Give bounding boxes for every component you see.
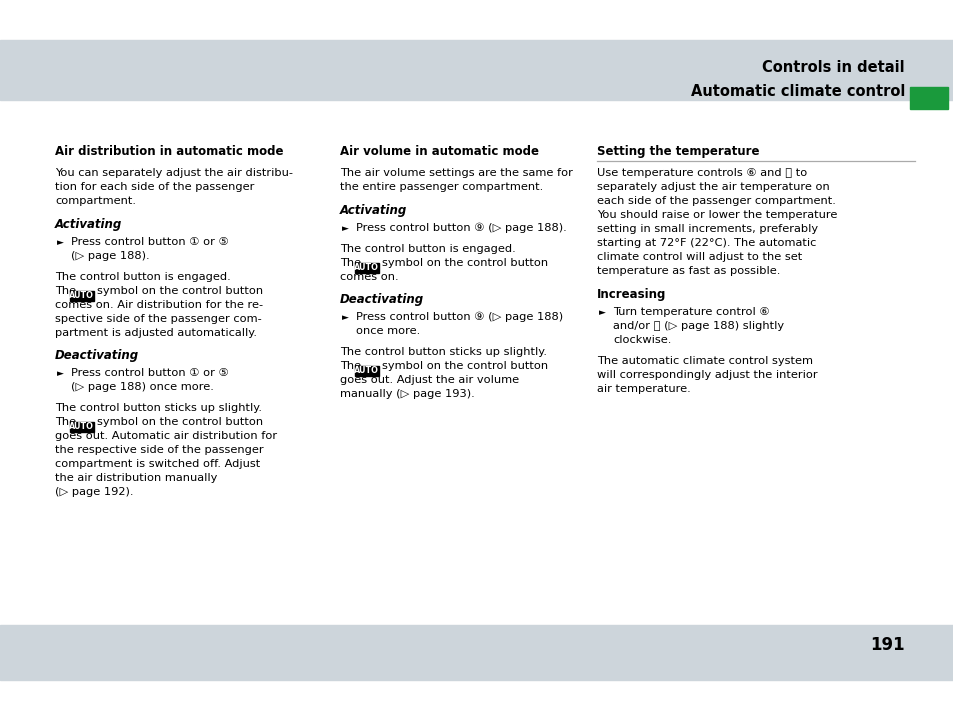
Text: ►: ► <box>57 238 64 246</box>
Text: Setting the temperature: Setting the temperature <box>597 145 759 158</box>
Text: climate control will adjust to the set: climate control will adjust to the set <box>597 252 801 262</box>
Bar <box>355 366 378 376</box>
Text: the air distribution manually: the air distribution manually <box>55 473 217 483</box>
Text: AUTO: AUTO <box>70 291 94 299</box>
Text: You can separately adjust the air distribu-: You can separately adjust the air distri… <box>55 168 293 178</box>
Text: The: The <box>55 417 80 427</box>
Text: The: The <box>55 286 80 296</box>
Bar <box>355 263 378 273</box>
Text: Controls in detail: Controls in detail <box>761 60 904 75</box>
Text: ►: ► <box>598 308 605 316</box>
Text: the entire passenger compartment.: the entire passenger compartment. <box>339 182 542 192</box>
Text: AUTO: AUTO <box>70 422 94 431</box>
Text: Deactivating: Deactivating <box>55 349 139 362</box>
Text: ►: ► <box>341 223 349 233</box>
Text: ►: ► <box>341 313 349 322</box>
Text: Press control button ① or ⑤: Press control button ① or ⑤ <box>71 236 229 246</box>
Text: symbol on the control button: symbol on the control button <box>96 286 262 296</box>
Text: compartment is switched off. Adjust: compartment is switched off. Adjust <box>55 459 260 469</box>
Text: The control button sticks up slightly.: The control button sticks up slightly. <box>55 403 262 413</box>
Text: partment is adjusted automatically.: partment is adjusted automatically. <box>55 328 256 338</box>
Text: the respective side of the passenger: the respective side of the passenger <box>55 445 263 455</box>
Text: each side of the passenger compartment.: each side of the passenger compartment. <box>597 196 835 206</box>
Bar <box>70 291 93 301</box>
Text: (▷ page 192).: (▷ page 192). <box>55 487 133 497</box>
Text: Activating: Activating <box>55 218 122 231</box>
Bar <box>909 87 947 109</box>
Text: The: The <box>339 258 364 268</box>
Text: Press control button ⑨ (▷ page 188): Press control button ⑨ (▷ page 188) <box>355 312 562 322</box>
Text: comes on.: comes on. <box>339 271 398 281</box>
Text: The: The <box>339 361 364 371</box>
Text: tion for each side of the passenger: tion for each side of the passenger <box>55 182 254 192</box>
Text: goes out. Automatic air distribution for: goes out. Automatic air distribution for <box>55 431 276 441</box>
Text: The control button sticks up slightly.: The control button sticks up slightly. <box>339 347 546 357</box>
Text: Deactivating: Deactivating <box>339 294 424 306</box>
Text: The control button is engaged.: The control button is engaged. <box>55 271 231 281</box>
Text: Air volume in automatic mode: Air volume in automatic mode <box>339 145 538 158</box>
Text: Automatic climate control: Automatic climate control <box>690 84 904 99</box>
Text: manually (▷ page 193).: manually (▷ page 193). <box>339 390 475 400</box>
Text: clockwise.: clockwise. <box>613 334 671 344</box>
Text: The automatic climate control system: The automatic climate control system <box>597 356 812 366</box>
Text: goes out. Adjust the air volume: goes out. Adjust the air volume <box>339 375 518 385</box>
Bar <box>0 40 953 100</box>
Text: Press control button ⑨ (▷ page 188).: Press control button ⑨ (▷ page 188). <box>355 222 566 233</box>
Text: (▷ page 188).: (▷ page 188). <box>71 251 150 261</box>
Text: symbol on the control button: symbol on the control button <box>381 258 547 268</box>
Text: compartment.: compartment. <box>55 196 136 206</box>
Text: air temperature.: air temperature. <box>597 384 690 394</box>
Text: Activating: Activating <box>339 204 407 217</box>
Text: symbol on the control button: symbol on the control button <box>96 417 262 427</box>
Text: AUTO: AUTO <box>354 366 378 375</box>
Bar <box>70 422 93 432</box>
Text: Turn temperature control ⑥: Turn temperature control ⑥ <box>613 306 769 316</box>
Text: AUTO: AUTO <box>354 263 378 271</box>
Text: will correspondingly adjust the interior: will correspondingly adjust the interior <box>597 369 817 379</box>
Text: The control button is engaged.: The control button is engaged. <box>339 243 516 253</box>
Text: symbol on the control button: symbol on the control button <box>381 361 547 371</box>
Text: The air volume settings are the same for: The air volume settings are the same for <box>339 168 572 178</box>
Text: Use temperature controls ⑥ and ⓪ to: Use temperature controls ⑥ and ⓪ to <box>597 168 806 178</box>
Text: (▷ page 188) once more.: (▷ page 188) once more. <box>71 382 213 392</box>
Text: and/or ⓪ (▷ page 188) slightly: and/or ⓪ (▷ page 188) slightly <box>613 321 783 331</box>
Text: Press control button ① or ⑤: Press control button ① or ⑤ <box>71 368 229 378</box>
Text: Air distribution in automatic mode: Air distribution in automatic mode <box>55 145 283 158</box>
Text: starting at 72°F (22°C). The automatic: starting at 72°F (22°C). The automatic <box>597 238 816 248</box>
Text: ►: ► <box>57 369 64 378</box>
Text: separately adjust the air temperature on: separately adjust the air temperature on <box>597 182 829 192</box>
Text: once more.: once more. <box>355 326 420 337</box>
Text: 191: 191 <box>869 636 904 654</box>
Text: Increasing: Increasing <box>597 288 666 301</box>
Text: setting in small increments, preferably: setting in small increments, preferably <box>597 224 818 234</box>
Text: comes on. Air distribution for the re-: comes on. Air distribution for the re- <box>55 299 263 309</box>
Text: You should raise or lower the temperature: You should raise or lower the temperatur… <box>597 210 837 220</box>
Bar <box>0 625 953 680</box>
Text: temperature as fast as possible.: temperature as fast as possible. <box>597 266 780 276</box>
Text: spective side of the passenger com-: spective side of the passenger com- <box>55 314 261 324</box>
